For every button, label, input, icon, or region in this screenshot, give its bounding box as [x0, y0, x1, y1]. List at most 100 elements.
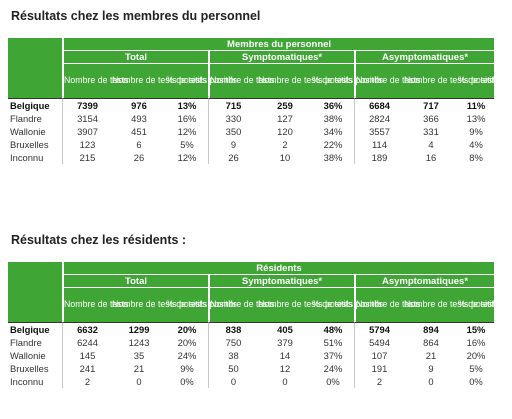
table-cell: 38%	[323, 113, 343, 124]
table-cell: 34%	[323, 126, 343, 137]
table-cell: 21	[133, 363, 145, 374]
row-label: Flandre	[10, 113, 42, 124]
table-cell: 6244	[62, 336, 112, 349]
table-cell: 1243	[128, 337, 150, 348]
table-cell: 0	[136, 376, 142, 387]
table-cell: 16%	[177, 113, 197, 124]
table-cell: 894	[404, 322, 458, 336]
results-table-residents: Résidents Total Symptomatiques* Asymptom…	[8, 262, 512, 388]
table-cell: 366	[423, 113, 439, 124]
table-cell: 9%	[180, 363, 194, 374]
table-cell: 717	[404, 98, 458, 112]
row-label: Bruxelles	[10, 363, 49, 374]
table-cell: 350	[208, 125, 258, 138]
main-header: Résidents	[62, 262, 495, 275]
table-row: Inconnu 2 0 0% 0 0 0% 2 0 0%	[8, 375, 494, 388]
row-label: Belgique	[8, 98, 62, 112]
table-cell: 145	[62, 349, 112, 362]
subheader-percent: % de tests positifs	[166, 288, 237, 322]
table-cell: 0	[282, 376, 288, 387]
table-cell: 9%	[469, 126, 483, 137]
table-cell: 451	[131, 126, 147, 137]
table-row: Belgique 6632 1299 20% 838 405 48% 5794 894 15%	[8, 322, 495, 336]
table-cell: 13%	[166, 98, 208, 112]
subheader-count: Nombre de tests	[354, 64, 421, 98]
table-cell: 22%	[323, 139, 343, 150]
row-label: Inconnu	[10, 152, 44, 163]
table-cell: 330	[208, 112, 258, 125]
table-cell: 114	[354, 138, 404, 151]
table-cell: 21	[425, 350, 437, 361]
subheader-positive: Nombre de tests positifs	[112, 288, 206, 322]
table-cell: 3154	[62, 112, 112, 125]
group-header-symptomatic: Symptomatiques*	[208, 51, 354, 64]
table-cell: 38%	[323, 152, 343, 163]
header-corner	[8, 262, 62, 275]
table-cell: 38	[208, 349, 258, 362]
table-cell: 127	[277, 113, 293, 124]
table-cell: 189	[354, 151, 404, 164]
table-cell: 36%	[312, 98, 354, 112]
table-cell: 6	[136, 139, 142, 150]
subheader-count: Nombre de tests	[208, 288, 275, 322]
table-cell: 20%	[466, 350, 486, 361]
table-cell: 24%	[323, 363, 343, 374]
group-header-total: Total	[62, 51, 208, 64]
subheader-positive: Nombre de tests positifs	[404, 288, 498, 322]
table-cell: 50	[208, 362, 258, 375]
table-cell: 976	[112, 98, 166, 112]
table-cell: 864	[423, 337, 439, 348]
table-cell: 120	[277, 126, 293, 137]
table-cell: 26	[133, 152, 145, 163]
table-cell: 4%	[469, 139, 483, 150]
table-cell: 16	[425, 152, 437, 163]
table-row: Flandre 6244 1243 20% 750 379 51% 5494 864 16%	[8, 336, 494, 349]
table-row: Wallonie 3907 451 12% 350 120 34% 3557 331 9%	[8, 125, 494, 138]
results-table-personnel: Membres du personnel Total Symptomatique…	[8, 38, 512, 164]
table-cell: 20%	[166, 322, 208, 336]
table-cell: 1299	[112, 322, 166, 336]
table-cell: 2	[62, 375, 112, 388]
subheader-count: Nombre de tests	[354, 288, 421, 322]
table-cell: 15%	[458, 322, 495, 336]
section-title-personnel: Résultats chez les membres du personnel	[11, 9, 261, 23]
table-cell: 12%	[177, 152, 197, 163]
subheader-percent: % de tests positifs	[312, 288, 383, 322]
subheader-percent: % de tests positifs	[458, 288, 512, 322]
table-cell: 107	[354, 349, 404, 362]
table-cell: 0%	[326, 376, 340, 387]
table-cell: 405	[258, 322, 312, 336]
section-title-residents: Résultats chez les résidents :	[11, 233, 187, 247]
table-cell: 24%	[177, 350, 197, 361]
table-cell: 9	[428, 363, 434, 374]
subheader-count: Nombre de tests	[62, 64, 129, 98]
group-header-asymptomatic: Asymptomatiques*	[354, 275, 495, 288]
table-cell: 20%	[177, 337, 197, 348]
table-cell: 6632	[62, 322, 112, 336]
table-cell: 0	[428, 376, 434, 387]
subheader-percent: % de tests positifs	[312, 64, 383, 98]
table-cell: 838	[208, 322, 258, 336]
row-label: Belgique	[8, 322, 62, 336]
group-header-symptomatic: Symptomatiques*	[208, 275, 354, 288]
table-cell: 0%	[180, 376, 194, 387]
table-cell: 215	[62, 151, 112, 164]
table-cell: 4	[428, 139, 434, 150]
table-cell: 10	[279, 152, 291, 163]
table-cell: 715	[208, 98, 258, 112]
table-row: Bruxelles 241 21 9% 50 12 24% 191 9 5%	[8, 362, 494, 375]
table-cell: 493	[131, 113, 147, 124]
row-label: Wallonie	[10, 350, 46, 361]
table-cell: 3907	[62, 125, 112, 138]
subheader-count: Nombre de tests	[62, 288, 129, 322]
subheader-positive: Nombre de tests positifs	[404, 64, 498, 98]
table-cell: 51%	[323, 337, 343, 348]
table-row: Bruxelles 123 6 5% 9 2 22% 114 4 4%	[8, 138, 494, 151]
group-header-total: Total	[62, 275, 208, 288]
table-cell: 241	[62, 362, 112, 375]
table-cell: 5794	[354, 322, 404, 336]
table-cell: 12%	[177, 126, 197, 137]
table-cell: 5%	[180, 139, 194, 150]
table-row: Flandre 3154 493 16% 330 127 38% 2824 366 13%	[8, 112, 494, 125]
row-label: Wallonie	[10, 126, 46, 137]
